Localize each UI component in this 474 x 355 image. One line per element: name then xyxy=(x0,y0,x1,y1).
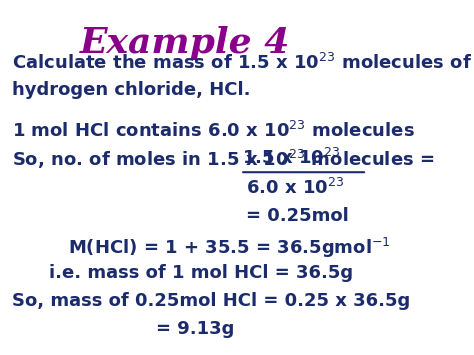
Text: 1.5 x 10$^{23}$: 1.5 x 10$^{23}$ xyxy=(242,148,340,168)
Text: i.e. mass of 1 mol HCl = 36.5g: i.e. mass of 1 mol HCl = 36.5g xyxy=(49,264,353,282)
Text: So, no. of moles in 1.5 x 10$^{23}$ molecules =: So, no. of moles in 1.5 x 10$^{23}$ mole… xyxy=(12,148,435,171)
Text: So, mass of 0.25mol HCl = 0.25 x 36.5g: So, mass of 0.25mol HCl = 0.25 x 36.5g xyxy=(12,292,410,310)
Text: 6.0 x 10$^{23}$: 6.0 x 10$^{23}$ xyxy=(246,178,344,198)
Text: M(HCl) = 1 + 35.5 = 36.5gmol$^{-1}$: M(HCl) = 1 + 35.5 = 36.5gmol$^{-1}$ xyxy=(67,236,390,260)
Text: hydrogen chloride, HCl.: hydrogen chloride, HCl. xyxy=(12,81,251,99)
Text: Example 4: Example 4 xyxy=(80,26,290,60)
Text: = 9.13g: = 9.13g xyxy=(155,320,234,338)
Text: 1 mol HCl contains 6.0 x 10$^{23}$ molecules: 1 mol HCl contains 6.0 x 10$^{23}$ molec… xyxy=(12,121,415,141)
Text: Calculate the mass of 1.5 x 10$^{23}$ molecules of: Calculate the mass of 1.5 x 10$^{23}$ mo… xyxy=(12,53,473,72)
Text: = 0.25mol: = 0.25mol xyxy=(246,207,348,225)
